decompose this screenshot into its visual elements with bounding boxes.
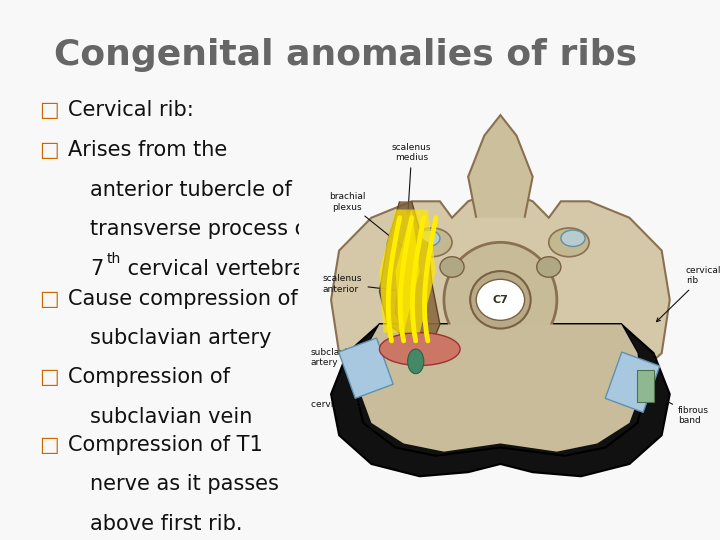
Text: Congenital anomalies of ribs: Congenital anomalies of ribs <box>54 38 637 72</box>
Text: Arises from the: Arises from the <box>68 140 228 160</box>
Text: nerve as it passes: nerve as it passes <box>90 474 279 494</box>
Ellipse shape <box>476 279 525 320</box>
Text: subclavian vein: subclavian vein <box>90 407 253 427</box>
Ellipse shape <box>536 256 561 277</box>
Ellipse shape <box>440 256 464 277</box>
Ellipse shape <box>379 333 460 366</box>
Text: Compression of T1: Compression of T1 <box>68 435 263 455</box>
Text: □: □ <box>40 289 59 309</box>
Ellipse shape <box>415 230 440 246</box>
Text: subclavian
artery: subclavian artery <box>311 348 415 368</box>
Ellipse shape <box>470 271 531 328</box>
Text: th: th <box>107 252 121 266</box>
PathPatch shape <box>359 325 642 451</box>
PathPatch shape <box>468 115 533 218</box>
Text: scalenus
medius: scalenus medius <box>392 143 431 214</box>
Text: fibrous
band: fibrous band <box>657 396 708 425</box>
Text: Compression of: Compression of <box>68 367 230 387</box>
Text: transverse process of: transverse process of <box>90 219 315 239</box>
PathPatch shape <box>379 210 420 333</box>
Text: cervical rib: cervical rib <box>311 394 392 409</box>
Text: 7: 7 <box>90 259 103 279</box>
Bar <box>606 352 660 413</box>
Text: □: □ <box>40 435 59 455</box>
Ellipse shape <box>444 242 557 357</box>
Text: lower trunk of plexus: lower trunk of plexus <box>472 316 596 335</box>
Text: subclavian artery: subclavian artery <box>90 328 271 348</box>
Text: scalenus
anterior: scalenus anterior <box>323 274 404 294</box>
Text: cervical vertebrae: cervical vertebrae <box>121 259 318 279</box>
Ellipse shape <box>549 228 589 256</box>
Bar <box>338 338 393 399</box>
Text: Cause compression of: Cause compression of <box>68 289 298 309</box>
Ellipse shape <box>561 230 585 246</box>
Text: Cervical rib:: Cervical rib: <box>68 100 194 120</box>
Ellipse shape <box>408 349 424 374</box>
Text: C7: C7 <box>492 295 508 305</box>
PathPatch shape <box>331 189 670 415</box>
PathPatch shape <box>331 325 670 476</box>
Text: brachial
plexus: brachial plexus <box>329 192 405 248</box>
Text: □: □ <box>40 367 59 387</box>
PathPatch shape <box>395 210 436 333</box>
Ellipse shape <box>412 228 452 256</box>
Text: cervical
rib: cervical rib <box>657 266 720 322</box>
Bar <box>637 369 654 402</box>
Text: above first rib.: above first rib. <box>90 514 243 534</box>
Text: □: □ <box>40 100 59 120</box>
PathPatch shape <box>379 201 428 341</box>
PathPatch shape <box>395 230 440 353</box>
Text: anterior tubercle of: anterior tubercle of <box>90 180 292 200</box>
Text: □: □ <box>40 140 59 160</box>
